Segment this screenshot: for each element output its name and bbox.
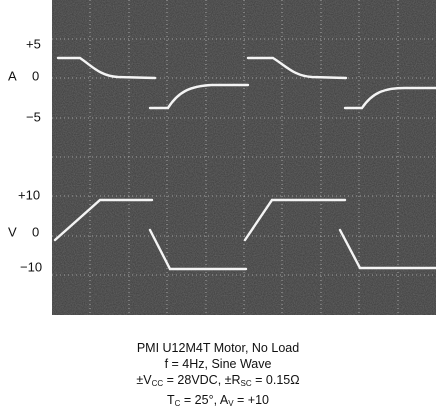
caption-line: f = 4Hz, Sine Wave [164,357,272,371]
current-tick-label: +5 [26,36,41,51]
caption-line: ±VCC = 28VDC, ±RSC = 0.15Ω [0,372,436,392]
scope-screen: +5 A 0 −5 +10 V 0 −10 [8,0,436,315]
caption-text: ±V [136,373,152,387]
voltage-tick-label: 0 [32,224,39,239]
voltage-axis-label: V [8,224,17,239]
caption-subscript: SC [240,379,252,388]
caption: PMI U12M4T Motor, No Load f = 4Hz, Sine … [0,340,436,412]
caption-subscript: V [228,399,234,408]
caption-text: = 0.15Ω [251,373,300,387]
current-tick-label: −5 [26,109,41,124]
current-trace [56,56,436,110]
caption-text: = +10 [233,393,269,407]
voltage-tick-label: +10 [18,187,40,202]
caption-line: PMI U12M4T Motor, No Load [136,341,300,355]
caption-text: = 25°, A [180,393,229,407]
caption-subscript: CC [151,379,164,388]
voltage-trace [53,198,436,271]
current-tick-label: 0 [32,68,39,83]
caption-text: T [167,393,175,407]
caption-line: TC = 25°, AV = +10 [0,392,436,412]
caption-subscript: C [174,399,181,408]
current-axis-label: A [8,68,17,83]
caption-text: = 28VDC, ±R [163,373,241,387]
voltage-tick-label: −10 [20,259,42,274]
